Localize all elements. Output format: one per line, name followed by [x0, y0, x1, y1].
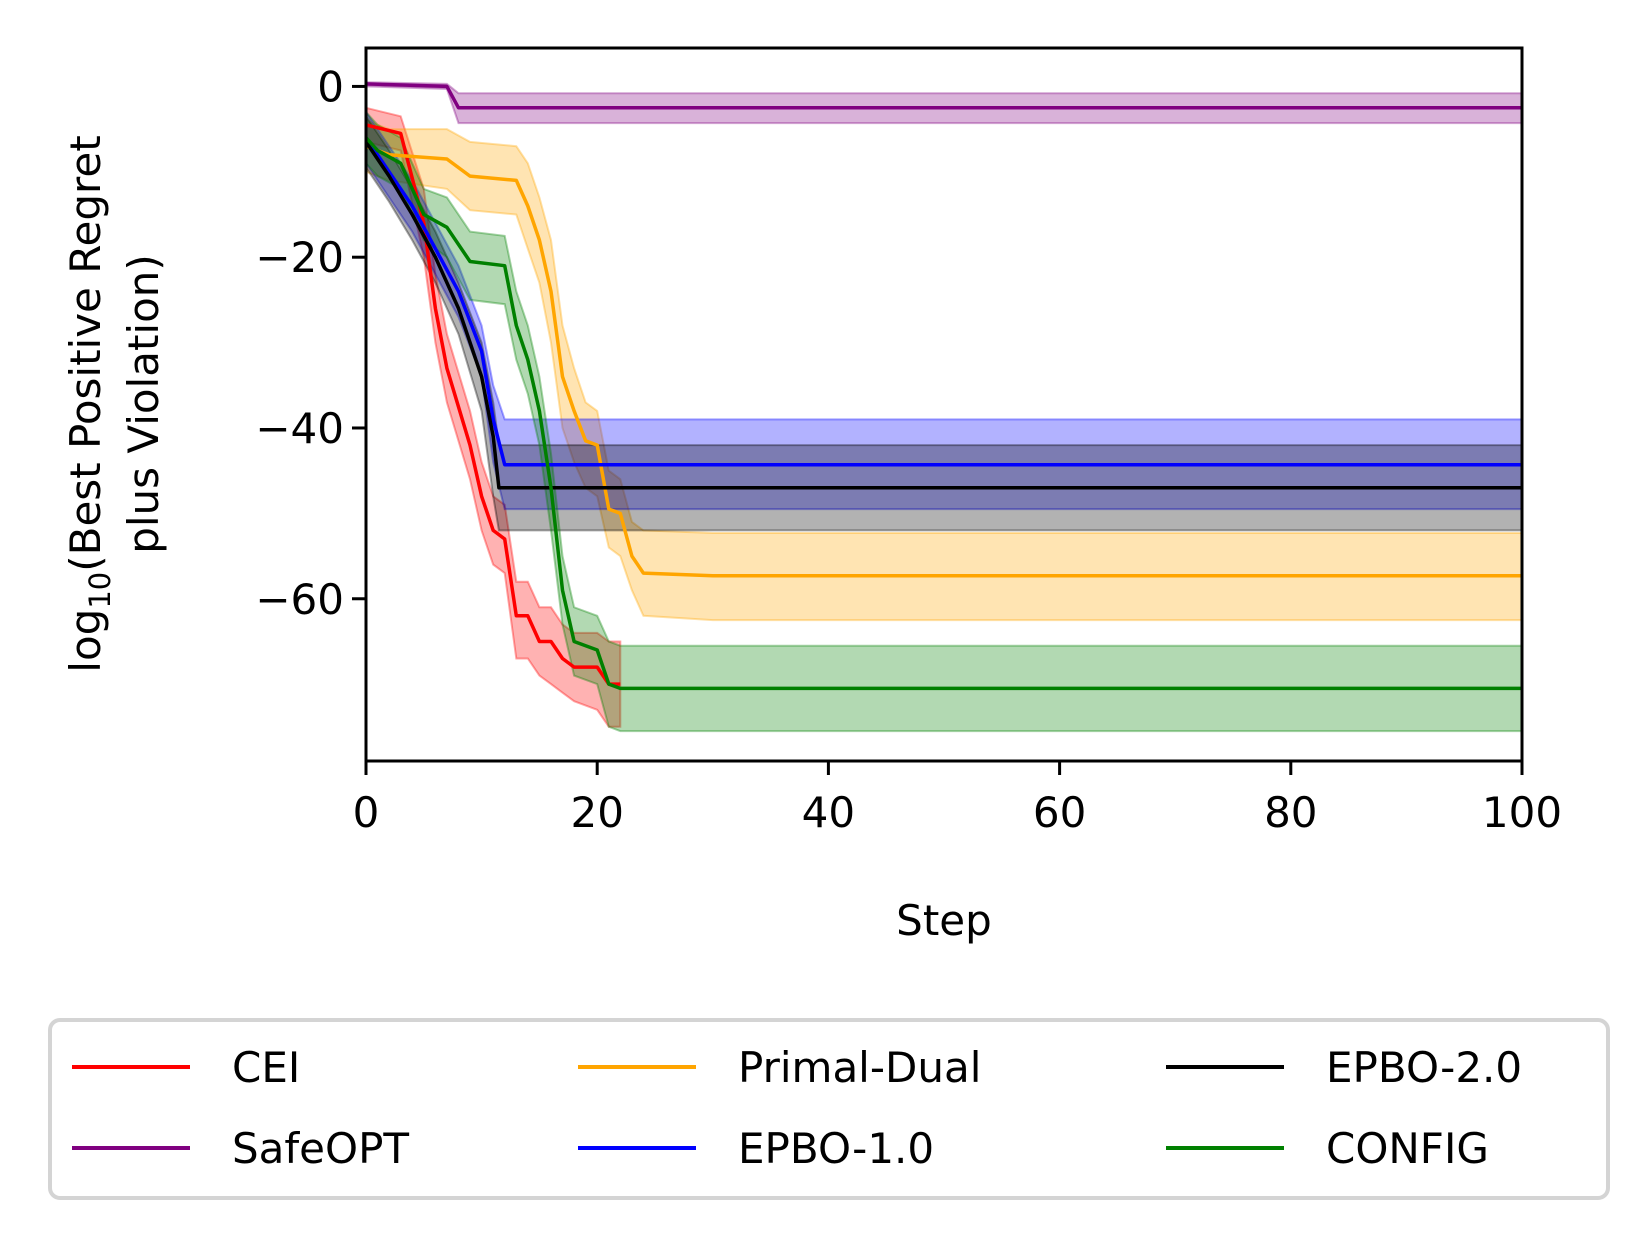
line-cei — [365, 123, 621, 686]
legend-frame — [48, 1018, 1610, 1200]
band-primal-dual — [365, 119, 1523, 622]
x-tick-label: 0 — [353, 788, 380, 837]
x-tick-label: 40 — [802, 788, 855, 837]
y-axis-label: log10(Best Positive Regret — [61, 135, 117, 672]
legend-label-epbo-2-0: EPBO-2.0 — [1326, 1043, 1522, 1092]
band-epbo-2-0 — [365, 113, 1523, 532]
y-axis-label-log: log — [61, 609, 110, 673]
y-tick-label: −20 — [255, 233, 344, 282]
series-lines — [364, 82, 1522, 691]
y-tick-label: 0 — [317, 62, 344, 111]
x-tick-label: 100 — [1482, 788, 1562, 837]
y-axis-label-subscript: 10 — [83, 572, 117, 609]
line-epbo-1-0 — [364, 136, 1522, 467]
y-axis-ticks: 0 −20 −40 −60 — [255, 62, 366, 624]
legend: CEI SafeOPT Primal-Dual EPBO-1.0 EPBO-2.0 CON… — [48, 1018, 1610, 1200]
y-axis-label-line2: plus Violation) — [119, 254, 168, 554]
legend-label-epbo-1-0: EPBO-1.0 — [738, 1124, 934, 1173]
line-config — [364, 136, 1522, 691]
legend-label-primal-dual: Primal-Dual — [738, 1043, 981, 1092]
y-axis-label-main: (Best Positive Regret — [61, 135, 110, 571]
line-epbo-2-0 — [364, 140, 1522, 490]
legend-entries: CEI SafeOPT Primal-Dual EPBO-1.0 EPBO-2.0 CON… — [72, 1043, 1522, 1173]
x-tick-label: 20 — [570, 788, 623, 837]
band-safeopt — [365, 81, 1523, 125]
x-axis-ticks: 0 20 40 60 80 100 — [353, 761, 1562, 837]
x-axis-label: Step — [896, 896, 992, 945]
legend-label-config: CONFIG — [1326, 1124, 1489, 1173]
line-primal-dual — [365, 144, 1522, 578]
x-tick-label: 80 — [1264, 788, 1317, 837]
line-safeopt — [365, 82, 1522, 110]
legend-label-cei: CEI — [232, 1043, 300, 1092]
y-tick-label: −40 — [255, 404, 344, 453]
x-tick-label: 60 — [1033, 788, 1086, 837]
y-tick-label: −60 — [255, 575, 344, 624]
legend-label-safeopt: SafeOPT — [232, 1124, 409, 1173]
plot-frame — [364, 46, 1524, 763]
svg-text:log10(Best Positive Regret: log10(Best Positive Regret — [61, 135, 117, 672]
